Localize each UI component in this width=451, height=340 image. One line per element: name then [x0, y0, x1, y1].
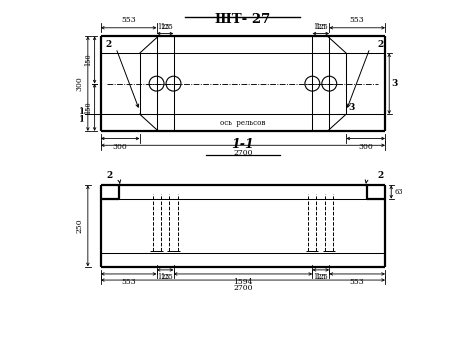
Text: 150: 150 — [84, 101, 92, 114]
Text: 125: 125 — [159, 273, 172, 281]
Text: 2: 2 — [106, 171, 113, 180]
Text: 125: 125 — [313, 273, 325, 281]
Text: 63: 63 — [394, 188, 402, 196]
Text: 125: 125 — [313, 23, 325, 31]
Text: 1594: 1594 — [233, 278, 252, 286]
Text: 2700: 2700 — [233, 149, 252, 157]
Text: 2: 2 — [106, 40, 112, 49]
Text: ШТ- 27: ШТ- 27 — [215, 13, 270, 26]
Text: ось  рельсов: ось рельсов — [220, 119, 265, 126]
Text: 1: 1 — [79, 115, 85, 124]
Text: 300: 300 — [76, 76, 83, 91]
Text: 250: 250 — [76, 219, 83, 233]
Text: 125: 125 — [159, 23, 172, 31]
Text: 1: 1 — [79, 107, 85, 116]
Text: 1-1: 1-1 — [231, 138, 254, 151]
Text: 300: 300 — [358, 143, 372, 151]
Text: 553: 553 — [121, 278, 136, 286]
Text: 2: 2 — [377, 40, 382, 49]
Text: 125: 125 — [157, 273, 170, 281]
Text: 150: 150 — [84, 54, 92, 66]
Text: 125: 125 — [315, 23, 327, 31]
Text: 125: 125 — [315, 273, 327, 281]
Text: 553: 553 — [121, 16, 136, 24]
Text: 125: 125 — [157, 23, 170, 31]
Text: 553: 553 — [349, 16, 364, 24]
Text: 2700: 2700 — [233, 284, 252, 292]
Text: 553: 553 — [349, 278, 364, 286]
Text: 300: 300 — [113, 143, 127, 151]
Text: 2: 2 — [377, 171, 382, 180]
Text: 3: 3 — [347, 103, 354, 113]
Text: 3: 3 — [391, 79, 397, 88]
